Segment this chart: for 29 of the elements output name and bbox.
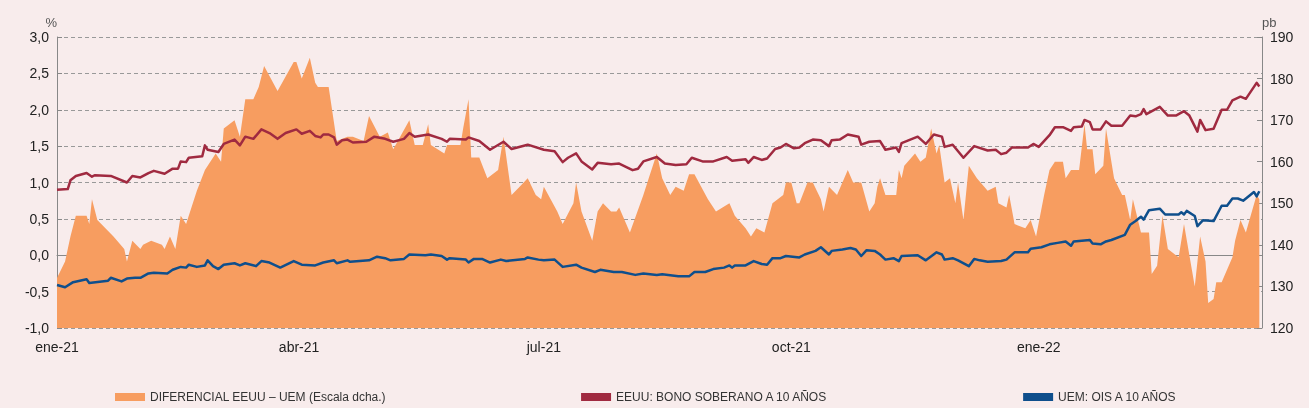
y-tick-label: 1,5 [29, 138, 50, 155]
y-tick-label: 0,5 [29, 210, 50, 227]
legend-label: UEM: OIS A 10 AÑOS [1058, 390, 1176, 404]
y-tick-label: -1,0 [24, 320, 50, 336]
y2-tick-label: 150 [1270, 195, 1294, 212]
y2-axis-title: pb [1262, 15, 1277, 30]
y-tick-label: 1,0 [29, 174, 50, 191]
legend-label: DIFERENCIAL EEUU – UEM (Escala dcha.) [150, 390, 386, 404]
y2-tick-label: 130 [1270, 278, 1294, 295]
x-tick-label: oct-21 [771, 339, 811, 355]
y2-tick-label: 140 [1270, 236, 1294, 253]
y2-tick-label: 170 [1270, 112, 1294, 129]
y-tick-label: 0,0 [29, 247, 50, 264]
x-tick-label: abr-21 [278, 339, 320, 355]
y-tick-label: 3,0 [29, 29, 50, 45]
x-tick-label: ene-21 [35, 339, 80, 355]
x-tick-label: jul-21 [525, 339, 562, 355]
y2-tick-label: 190 [1270, 29, 1294, 45]
line-series [55, 189, 1261, 289]
y2-tick-label: 160 [1270, 153, 1294, 170]
y-axis-title: % [45, 15, 58, 30]
y-tick-label: 2,0 [29, 101, 50, 118]
y2-tick-label: 180 [1270, 70, 1294, 87]
legend-label: EEUU: BONO SOBERANO A 10 AÑOS [616, 390, 827, 404]
y-tick-label: -0,5 [24, 283, 50, 300]
y-tick-label: 2,5 [29, 65, 50, 82]
y2-tick-label: 120 [1270, 320, 1294, 336]
x-tick-label: ene-22 [1016, 339, 1061, 355]
line-series [55, 81, 1261, 192]
